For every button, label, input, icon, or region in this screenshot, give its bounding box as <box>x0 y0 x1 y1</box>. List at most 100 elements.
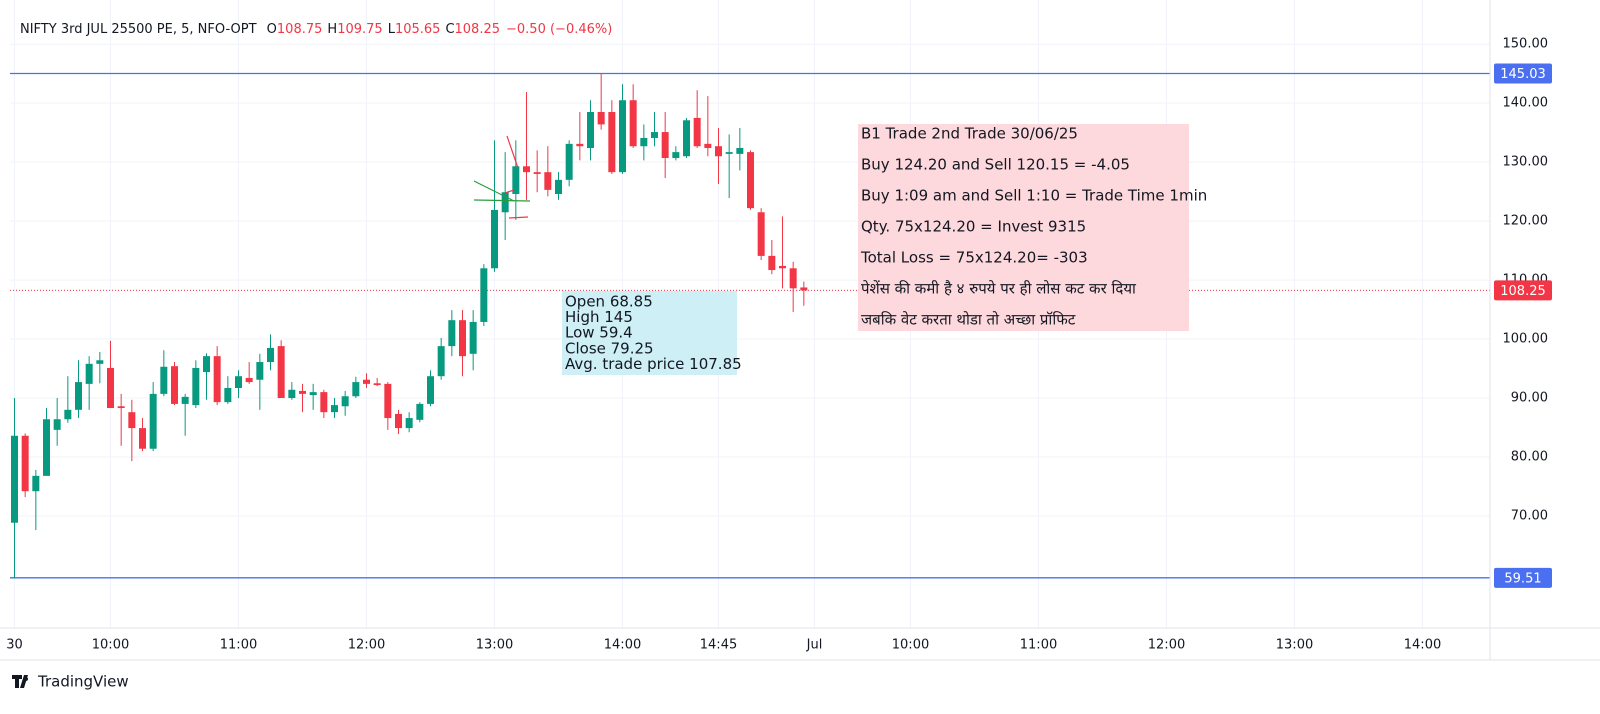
note-box <box>562 291 737 375</box>
candle-body <box>587 112 594 148</box>
candle-body <box>288 389 296 399</box>
candle-body <box>789 268 797 289</box>
y-tick-label: 130.00 <box>1503 155 1549 170</box>
x-tick-label: 14:00 <box>604 638 641 653</box>
y-tick-label: 70.00 <box>1511 508 1548 523</box>
candle-body <box>405 418 413 429</box>
note-text: B1 Trade 2nd Trade 30/06/25 <box>861 125 1078 143</box>
candle-body <box>203 356 210 373</box>
candle-body <box>427 376 434 404</box>
drawing-line <box>508 216 529 219</box>
candle-body <box>565 143 573 180</box>
ohlc-value: 105.65 <box>395 22 441 37</box>
note-text: Qty. 75x124.20 = Invest 9315 <box>861 218 1086 236</box>
candle-body <box>117 406 125 409</box>
candle-body <box>768 255 776 271</box>
axes: 70.0080.0090.00100.00110.00120.00130.001… <box>6 37 1552 653</box>
y-tick-label: 80.00 <box>1511 449 1548 464</box>
candle-body <box>299 390 306 394</box>
candle-body <box>395 413 402 429</box>
note-box <box>858 124 1189 331</box>
candle-body <box>491 209 498 269</box>
y-tick-label: 100.00 <box>1503 332 1549 347</box>
candle-body <box>107 367 114 409</box>
note-text: Close 79.25 <box>565 339 654 357</box>
legend-header: NIFTY 3rd JUL 25500 PE, 5, NFO-OPT O 108.… <box>20 22 612 37</box>
ohlc-value: 109.75 <box>337 22 383 37</box>
candle-body <box>331 405 338 413</box>
note-text: High 145 <box>565 308 633 326</box>
x-tick-label: 13:00 <box>1276 638 1313 653</box>
candle-body <box>32 475 40 492</box>
price-label-box <box>1494 280 1552 301</box>
plot-area <box>10 72 1490 579</box>
candle-body <box>555 179 562 194</box>
candle-body <box>181 396 189 404</box>
candle-body <box>437 346 445 377</box>
drawing-line <box>473 199 531 202</box>
x-tick-label: 12:00 <box>348 638 385 653</box>
ohlc-value: 108.25 <box>455 22 501 37</box>
candle-body <box>640 137 648 147</box>
candle-body <box>245 377 253 383</box>
note-text: Buy 124.20 and Sell 120.15 = -4.05 <box>861 156 1130 174</box>
y-tick-label: 150.00 <box>1503 37 1549 52</box>
ohlc-label: O <box>267 22 277 37</box>
candle-body <box>373 383 381 386</box>
candle-body <box>672 152 680 159</box>
drawing-line <box>506 135 519 169</box>
candle-body <box>608 112 616 173</box>
candle-body <box>43 419 50 476</box>
x-tick-label: 12:00 <box>1148 638 1185 653</box>
candle-body <box>512 166 520 194</box>
candle-body <box>597 112 605 125</box>
candle-body <box>523 166 530 173</box>
candle-body <box>384 383 392 419</box>
note-text: पेशेंस की कमी है ४ रुपये पर ही लोस कट कर… <box>861 280 1137 298</box>
candle-body <box>309 392 317 396</box>
candle-body <box>352 382 360 397</box>
candle-body <box>704 143 712 148</box>
y-tick-label: 120.00 <box>1503 214 1549 229</box>
candle-body <box>459 320 466 357</box>
candle-body <box>277 346 285 399</box>
candle-body <box>320 392 328 413</box>
candle-body <box>693 117 701 147</box>
candle-body <box>448 320 456 347</box>
candle-body <box>683 120 690 157</box>
price-label: 108.25 <box>1500 284 1546 299</box>
candle-body <box>160 366 168 394</box>
candle-body <box>85 363 93 384</box>
candle-body <box>363 379 370 384</box>
drawing-line <box>504 189 515 194</box>
candle-body <box>725 152 733 154</box>
drawings <box>473 135 531 219</box>
x-tick-label: 14:45 <box>700 638 737 653</box>
brand: TradingView <box>12 673 129 691</box>
candle-body <box>779 265 786 269</box>
price-label: 59.51 <box>1504 571 1541 586</box>
x-tick-label: 14:00 <box>1404 638 1441 653</box>
candle-body <box>235 376 242 388</box>
candle-body <box>480 268 488 322</box>
drawing-line <box>473 180 515 202</box>
candle-body <box>661 132 669 159</box>
candle-body <box>139 428 146 449</box>
note-text: जबकि वेट करता थोडा तो अच्छा प्रॉफिट <box>861 311 1076 329</box>
candle-body <box>576 143 584 147</box>
candle-body <box>757 212 765 256</box>
candle-body <box>736 147 744 154</box>
candle-body <box>619 100 626 173</box>
note-text: Avg. trade price 107.85 <box>565 355 742 373</box>
candle-body <box>629 100 637 147</box>
note-text: Buy 1:09 am and Sell 1:10 = Trade Time 1… <box>861 187 1207 205</box>
y-tick-label: 90.00 <box>1511 391 1548 406</box>
symbol: NIFTY 3rd JUL 25500 PE, 5, NFO-OPT <box>20 22 257 37</box>
x-tick-label: 11:00 <box>1020 638 1057 653</box>
x-tick-label: 11:00 <box>220 638 257 653</box>
note-text: Open 68.85 <box>565 293 653 311</box>
x-tick-label: 13:00 <box>476 638 513 653</box>
